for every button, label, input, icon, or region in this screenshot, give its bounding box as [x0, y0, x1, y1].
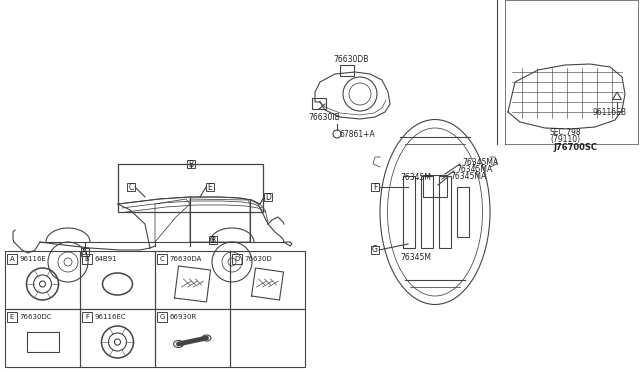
- Text: F: F: [85, 314, 89, 320]
- Bar: [232, 254, 242, 264]
- Bar: [187, 160, 195, 168]
- Bar: [82, 254, 92, 264]
- Bar: [155, 309, 230, 367]
- Text: B: B: [84, 256, 90, 262]
- Text: C: C: [129, 183, 134, 192]
- Bar: [230, 251, 305, 309]
- Text: 76345MA: 76345MA: [456, 164, 492, 173]
- Text: 96116E: 96116E: [19, 256, 46, 262]
- Bar: [340, 65, 354, 76]
- Bar: [206, 183, 214, 191]
- Text: SEC.798: SEC.798: [549, 128, 581, 137]
- Bar: [7, 254, 17, 264]
- Text: 96116EC: 96116EC: [94, 314, 125, 320]
- Text: G: G: [159, 314, 164, 320]
- Text: 76630D: 76630D: [244, 256, 272, 262]
- Text: 76345MA: 76345MA: [450, 171, 486, 180]
- Text: 66930R: 66930R: [169, 314, 196, 320]
- Bar: [80, 251, 155, 309]
- Ellipse shape: [202, 335, 211, 341]
- Text: F: F: [373, 183, 377, 192]
- Bar: [7, 312, 17, 322]
- Bar: [230, 309, 305, 367]
- Bar: [423, 175, 447, 197]
- Bar: [5, 309, 80, 367]
- Text: B: B: [211, 235, 216, 244]
- Text: D: D: [234, 256, 239, 262]
- Text: 96116EB: 96116EB: [593, 108, 627, 116]
- Text: E: E: [10, 314, 14, 320]
- Bar: [209, 236, 217, 244]
- Bar: [371, 183, 379, 191]
- Ellipse shape: [173, 340, 184, 347]
- Bar: [439, 176, 451, 248]
- Bar: [81, 248, 89, 256]
- Bar: [118, 164, 263, 212]
- Bar: [80, 309, 155, 367]
- Bar: [457, 187, 469, 237]
- Bar: [371, 246, 379, 254]
- Text: C: C: [159, 256, 164, 262]
- Text: 76630IB: 76630IB: [308, 112, 340, 122]
- Text: D: D: [265, 192, 271, 202]
- Text: 76345MA: 76345MA: [462, 157, 499, 167]
- Text: (79110): (79110): [550, 135, 580, 144]
- Text: 76345M: 76345M: [400, 253, 431, 262]
- Text: E: E: [207, 183, 212, 192]
- Text: 67861+A: 67861+A: [340, 129, 376, 138]
- Text: 76345M: 76345M: [400, 173, 431, 182]
- Text: J76700SC: J76700SC: [553, 142, 597, 151]
- Bar: [403, 176, 415, 248]
- Bar: [157, 312, 167, 322]
- Bar: [82, 312, 92, 322]
- Bar: [264, 193, 272, 201]
- Text: 76630DA: 76630DA: [169, 256, 202, 262]
- Bar: [155, 251, 230, 309]
- Text: A: A: [10, 256, 14, 262]
- Bar: [127, 183, 135, 191]
- Text: 76630DC: 76630DC: [19, 314, 51, 320]
- Text: G: G: [372, 246, 378, 254]
- Text: 64B91: 64B91: [94, 256, 116, 262]
- Text: A: A: [83, 247, 88, 257]
- Bar: [312, 98, 326, 109]
- Bar: [157, 254, 167, 264]
- Text: 76630DB: 76630DB: [333, 55, 369, 64]
- Bar: [26, 332, 58, 352]
- Bar: [5, 251, 80, 309]
- Bar: [421, 176, 433, 248]
- Text: B: B: [188, 160, 193, 169]
